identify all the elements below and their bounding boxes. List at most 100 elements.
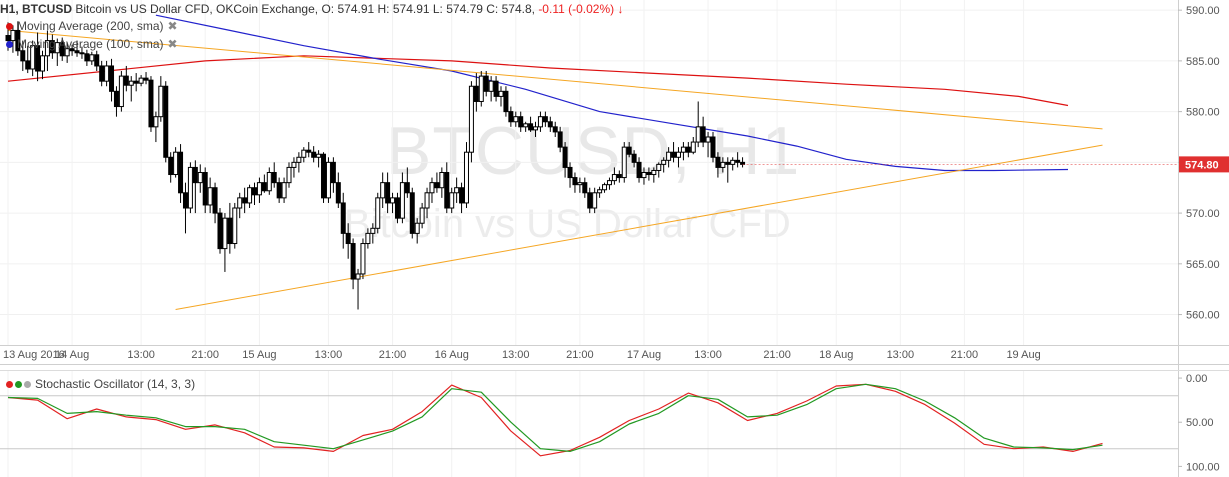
candle xyxy=(454,177,460,203)
trend-line xyxy=(175,144,1103,310)
candle-body xyxy=(355,273,361,280)
candle-body xyxy=(414,222,420,234)
candle xyxy=(725,157,731,183)
legend-ma200[interactable]: Moving Average (200, sma) ✖ xyxy=(6,18,178,34)
candle xyxy=(212,182,218,224)
candle xyxy=(646,167,652,181)
ma100-remove-icon[interactable]: ✖ xyxy=(167,37,178,51)
time-axis-label: 13:00 xyxy=(694,349,722,361)
candle-body xyxy=(187,166,193,209)
stoch-d-color-icon xyxy=(15,381,22,388)
watermark-title: BTCUSD, H1 xyxy=(386,113,801,189)
candle-body xyxy=(237,197,243,209)
candle xyxy=(20,40,26,72)
candle xyxy=(113,86,119,117)
candle-body xyxy=(321,153,327,199)
ma200-remove-icon[interactable]: ✖ xyxy=(167,19,178,33)
change-arrow-icon: ↓ xyxy=(617,2,624,16)
candle xyxy=(508,106,514,127)
candle xyxy=(700,116,706,148)
candle xyxy=(276,177,282,203)
candle xyxy=(478,71,484,107)
candle xyxy=(168,152,174,183)
candle-body xyxy=(153,116,159,128)
candle-body xyxy=(399,182,405,219)
candle xyxy=(370,223,376,244)
candle xyxy=(740,157,746,168)
candle xyxy=(661,157,667,173)
candle-body xyxy=(409,192,415,234)
candle xyxy=(557,126,563,153)
ma200-color-icon xyxy=(6,23,13,30)
candle-body xyxy=(394,197,400,219)
candle xyxy=(109,58,115,102)
candle xyxy=(375,192,381,234)
candle xyxy=(335,172,341,209)
candle-body xyxy=(725,161,731,165)
candle-body xyxy=(89,54,95,62)
candle-body xyxy=(587,192,593,209)
candle xyxy=(271,162,277,188)
candle xyxy=(10,25,16,53)
time-axis-label: 13 Aug 2016 xyxy=(3,349,65,361)
candle xyxy=(636,157,642,183)
candle xyxy=(666,147,672,168)
candle-body xyxy=(631,153,637,163)
candle-body xyxy=(256,182,262,196)
candle xyxy=(316,150,322,168)
candle xyxy=(340,192,346,249)
candle xyxy=(197,164,203,193)
candle xyxy=(459,182,465,214)
candle xyxy=(345,223,351,259)
time-axis-label: 16 Aug xyxy=(435,349,469,361)
candle xyxy=(44,30,50,72)
stochastic-legend[interactable]: Stochastic Oscillator (14, 3, 3) xyxy=(6,376,195,392)
candle xyxy=(572,172,578,193)
candle xyxy=(64,42,70,63)
stochastic-label: Stochastic Oscillator (14, 3, 3) xyxy=(35,377,196,391)
candle xyxy=(74,40,80,57)
candle xyxy=(242,187,248,214)
candle-body xyxy=(20,50,26,62)
candle-body xyxy=(404,182,410,194)
change-value: -0.11 (-0.02%) xyxy=(538,2,615,16)
candle xyxy=(720,157,726,173)
candle xyxy=(118,71,124,112)
candle-body xyxy=(123,75,129,86)
candle-body xyxy=(685,146,691,153)
candle-body xyxy=(30,45,36,70)
candle-body xyxy=(621,146,627,179)
candle-body xyxy=(168,156,174,176)
candle-body xyxy=(454,187,460,194)
candle xyxy=(360,238,366,280)
time-axis-label: 18 Aug xyxy=(819,349,853,361)
candle-body xyxy=(276,182,282,199)
candle-body xyxy=(602,184,608,191)
candle xyxy=(321,152,327,203)
time-axis-label: 13:00 xyxy=(887,349,915,361)
candle-body xyxy=(148,79,154,128)
candle xyxy=(503,86,509,117)
candle xyxy=(468,81,474,163)
candle xyxy=(227,202,233,254)
candle xyxy=(325,157,331,203)
stoch-axis-label: 50.00 xyxy=(1186,417,1214,429)
candle xyxy=(399,172,405,224)
ma200-line xyxy=(7,55,1069,107)
candle xyxy=(656,162,662,178)
candle xyxy=(222,213,228,272)
candle-body xyxy=(488,80,494,92)
candle xyxy=(380,172,386,209)
candle-body xyxy=(695,126,701,143)
candle-body xyxy=(671,151,677,158)
stoch-k-color-icon xyxy=(6,381,13,388)
candle-body xyxy=(463,151,469,204)
legend-ma100[interactable]: Moving Average (100, sma) ✖ xyxy=(6,36,178,52)
candle xyxy=(30,40,36,77)
symbol-description: Bitcoin vs US Dollar CFD, OKCoin Exchang… xyxy=(75,2,319,16)
candle xyxy=(680,142,686,161)
candle xyxy=(488,76,494,102)
time-axis-label: 21:00 xyxy=(951,349,979,361)
